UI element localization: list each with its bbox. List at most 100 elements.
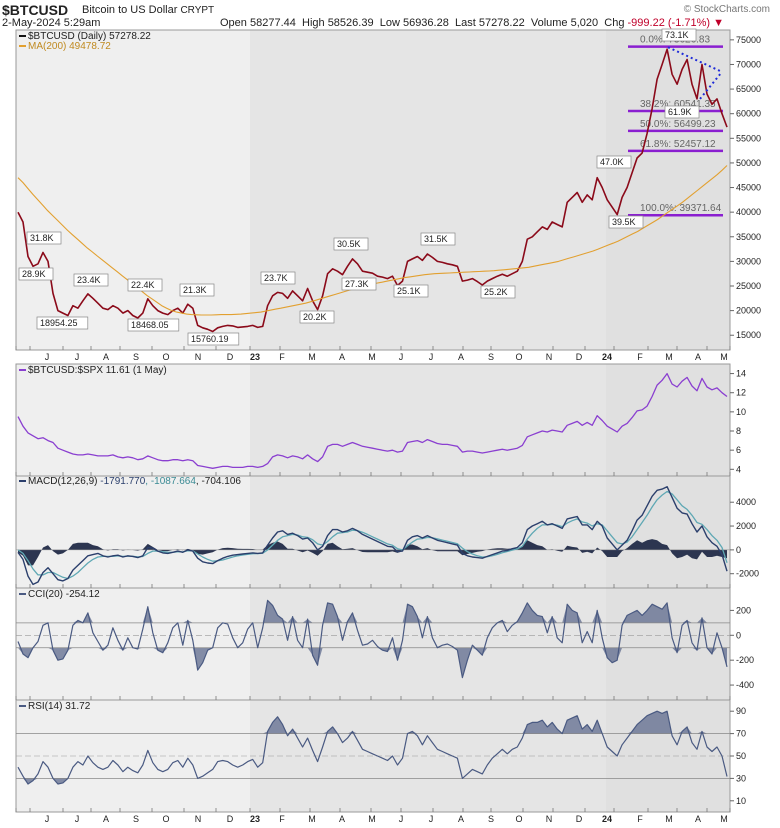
x-month-label-top: J <box>429 352 434 362</box>
x-month-label-bottom: A <box>339 814 345 824</box>
x-month-label-bottom: M <box>308 814 316 824</box>
y-tick-label: 40000 <box>736 207 761 217</box>
x-month-label-bottom: S <box>488 814 494 824</box>
annotation-label: 25.1K <box>397 286 421 296</box>
x-month-label-top: N <box>195 352 202 362</box>
annotation-label: 31.8K <box>30 233 54 243</box>
price-annotation: 23.4K <box>73 273 109 287</box>
x-month-label-top: J <box>399 352 404 362</box>
fib-level-label: 38.2%: 60541.35 <box>640 99 716 110</box>
y-tick-label: 0 <box>736 545 741 555</box>
price-annotation: 20.2K <box>299 310 335 324</box>
x-month-label-top: A <box>695 352 701 362</box>
price-annotation: 15760.19 <box>187 332 240 346</box>
x-month-label-bottom: M <box>368 814 376 824</box>
x-month-label-bottom: N <box>546 814 553 824</box>
fib-level-label: 50.0%: 56499.23 <box>640 119 716 130</box>
x-month-label-top: D <box>576 352 583 362</box>
macd-legend-part: , -704.106 <box>196 476 241 487</box>
y-tick-label: 60000 <box>736 109 761 119</box>
price-annotation: 73.1K <box>661 28 697 42</box>
pattern-lower-line <box>699 71 723 100</box>
x-month-label-top: A <box>103 352 109 362</box>
annotation-box <box>127 318 180 332</box>
x-month-label-bottom: O <box>515 814 522 824</box>
panel-price-border <box>15 29 731 351</box>
year-2024-band <box>606 30 730 350</box>
x-month-label-bottom: O <box>162 814 169 824</box>
x-month-label-bottom: M <box>720 814 728 824</box>
price-annotation: 25.2K <box>480 285 516 299</box>
y-tick-label: 12 <box>736 388 746 398</box>
annotation-box <box>299 310 335 324</box>
x-month-label-top: 23 <box>250 352 260 362</box>
brand-label: © StockCharts.com <box>683 4 770 15</box>
cci-overbought-fill <box>18 600 727 623</box>
ticker-name: Bitcoin to US Dollar CRYPT <box>82 4 215 16</box>
x-month-label-bottom: A <box>695 814 701 824</box>
y-tick-label: 10 <box>736 796 746 806</box>
x-month-label-top: D <box>227 352 234 362</box>
annotation-label: 21.3K <box>183 285 207 295</box>
x-month-label-top: J <box>75 352 80 362</box>
x-month-label-top: O <box>515 352 522 362</box>
annotation-label: 31.5K <box>424 234 448 244</box>
annotation-box <box>127 278 163 292</box>
price-annotation: 21.3K <box>179 283 215 297</box>
x-month-label-bottom: 24 <box>602 814 612 824</box>
x-month-label-top: M <box>720 352 728 362</box>
x-month-label-top: J <box>45 352 50 362</box>
price-annotation: 18954.25 <box>36 316 89 330</box>
x-month-label-top: S <box>488 352 494 362</box>
annotation-label: 28.9K <box>22 269 46 279</box>
y-tick-label: 200 <box>736 605 751 615</box>
annotation-box <box>26 231 62 245</box>
x-month-label-bottom: J <box>75 814 80 824</box>
down-arrow-icon: ▼ <box>713 17 725 29</box>
panel-ratio <box>15 363 731 477</box>
annotation-box <box>260 271 296 285</box>
panel-price <box>15 29 731 351</box>
y-tick-label: 0 <box>736 630 741 640</box>
quote-date: 2-May-2024 5:29am <box>2 17 101 29</box>
annotation-box <box>420 232 456 246</box>
x-month-label-top: N <box>546 352 553 362</box>
annotation-label: 20.2K <box>303 312 327 322</box>
x-month-label-bottom: J <box>399 814 404 824</box>
x-month-label-top: M <box>308 352 316 362</box>
annotation-label: 22.4K <box>131 280 155 290</box>
annotation-label: 23.7K <box>264 273 288 283</box>
x-month-label-top: O <box>162 352 169 362</box>
annotation-label: 27.3K <box>345 279 369 289</box>
price-annotation: 18468.05 <box>127 318 180 332</box>
macd-histogram <box>18 539 727 566</box>
y-tick-label: 55000 <box>736 133 761 143</box>
x-month-label-bottom: A <box>458 814 464 824</box>
annotation-box <box>608 215 644 229</box>
y-tick-label: 45000 <box>736 183 761 193</box>
annotation-label: 15760.19 <box>191 334 229 344</box>
cci-line <box>17 599 728 679</box>
price-annotation: 47.0K <box>596 155 632 169</box>
annotation-box <box>664 105 700 119</box>
ratio-series-line <box>17 372 728 469</box>
price-annotation: 27.3K <box>341 277 377 291</box>
annotation-box <box>480 285 516 299</box>
annotation-label: 30.5K <box>337 239 361 249</box>
x-month-label-bottom: F <box>279 814 285 824</box>
year-2024-band <box>606 364 730 476</box>
year-2023-band <box>250 476 606 588</box>
y-tick-label: 8 <box>736 426 741 436</box>
annotation-box <box>393 284 429 298</box>
year-2024-band <box>606 476 730 588</box>
x-month-label-bottom: A <box>103 814 109 824</box>
y-tick-label: 65000 <box>736 84 761 94</box>
rsi-overbought-fill <box>18 711 727 734</box>
annotation-label: 39.5K <box>612 217 636 227</box>
y-tick-label: 50 <box>736 751 746 761</box>
y-tick-label: 15000 <box>736 330 761 340</box>
cci-legend: CCI(20) -254.12 <box>28 589 100 600</box>
y-tick-label: 10 <box>736 407 746 417</box>
annotation-label: 23.4K <box>77 275 101 285</box>
